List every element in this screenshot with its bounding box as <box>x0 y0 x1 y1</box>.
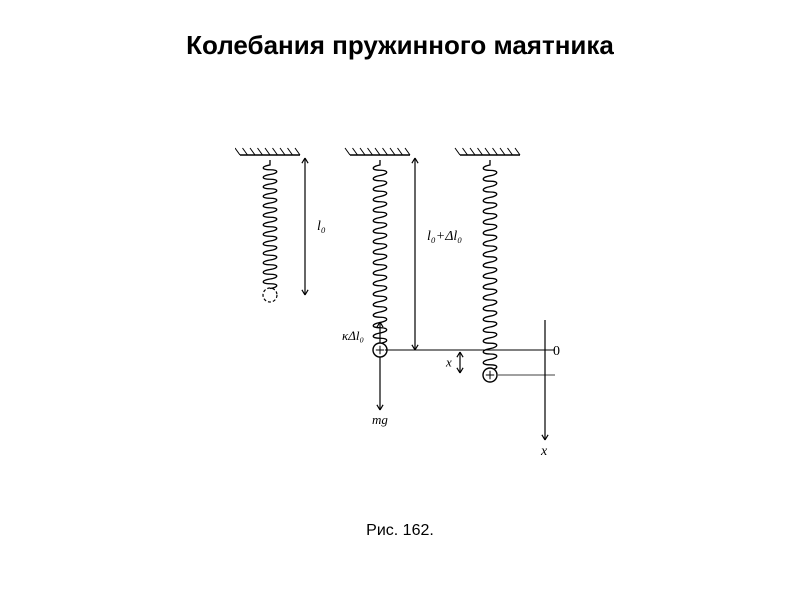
svg-text:x: x <box>445 355 452 370</box>
svg-text:0: 0 <box>553 344 560 359</box>
svg-text:κΔl₀: κΔl₀ <box>342 328 364 343</box>
figure-caption: Рис. 162. <box>0 522 800 540</box>
svg-text:x: x <box>540 444 548 459</box>
svg-text:l₀+Δl₀: l₀+Δl₀ <box>427 229 462 244</box>
spring-pendulum-diagram: l₀ l₀+Δl₀ κΔl₀ mg 0 x x <box>235 140 565 470</box>
svg-text:mg: mg <box>372 412 388 427</box>
page-title: Колебания пружинного маятника <box>0 0 800 61</box>
svg-text:l₀: l₀ <box>317 219 326 234</box>
